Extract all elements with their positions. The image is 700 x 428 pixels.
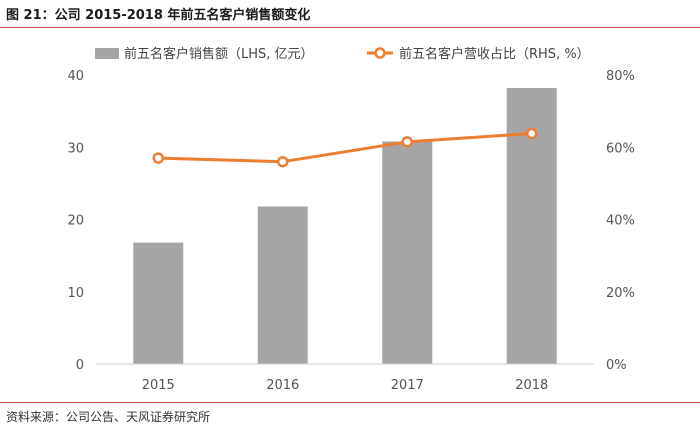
left-axis: 0 10 20 30 40	[67, 69, 84, 373]
x-tick-label: 2017	[391, 378, 424, 393]
right-tick-label: 20%	[606, 286, 635, 301]
right-tick-label: 0%	[606, 358, 627, 373]
legend-line-label: 前五名客户营收占比（RHS, %）	[399, 46, 590, 62]
chart-legend: 前五名客户销售额（LHS, 亿元） 前五名客户营收占比（RHS, %）	[95, 46, 590, 62]
right-axis: 0% 20% 40% 60% 80%	[606, 69, 635, 373]
line-series	[152, 127, 538, 168]
x-tick-label: 2018	[515, 378, 548, 393]
bar-series	[133, 88, 557, 364]
bar-2016	[257, 206, 308, 364]
line-path	[158, 132, 532, 164]
chart-title: 图 21：公司 2015-2018 年前五名客户销售额变化	[6, 8, 311, 23]
chart-svg: 前五名客户销售额（LHS, 亿元） 前五名客户营收占比（RHS, %） 0 10 2…	[67, 46, 635, 393]
right-tick-label: 60%	[606, 141, 635, 156]
left-tick-label: 20	[67, 214, 84, 229]
x-tick-label: 2015	[142, 378, 175, 393]
line-point-2017	[401, 136, 413, 148]
line-point-2018	[526, 127, 538, 140]
legend-line-marker	[374, 47, 386, 59]
x-axis: 2015 2016 2017 2018	[142, 378, 549, 393]
left-tick-label: 40	[67, 69, 84, 84]
line-point-2016	[277, 155, 289, 168]
legend-bar-swatch	[95, 48, 119, 59]
bar-2015	[133, 242, 184, 364]
line-point-2015	[152, 152, 164, 164]
bar-2017	[382, 141, 433, 364]
source-note: 资料来源：公司公告、天风证券研究所	[6, 410, 211, 424]
left-tick-label: 30	[67, 141, 84, 156]
title-divider	[0, 27, 700, 28]
left-tick-label: 10	[67, 286, 84, 301]
left-tick-label: 0	[76, 358, 84, 373]
right-tick-label: 40%	[606, 214, 635, 229]
x-tick-label: 2016	[266, 378, 299, 393]
footer-divider	[0, 402, 700, 403]
legend-bar-label: 前五名客户销售额（LHS, 亿元）	[124, 46, 314, 62]
right-tick-label: 80%	[606, 69, 635, 84]
